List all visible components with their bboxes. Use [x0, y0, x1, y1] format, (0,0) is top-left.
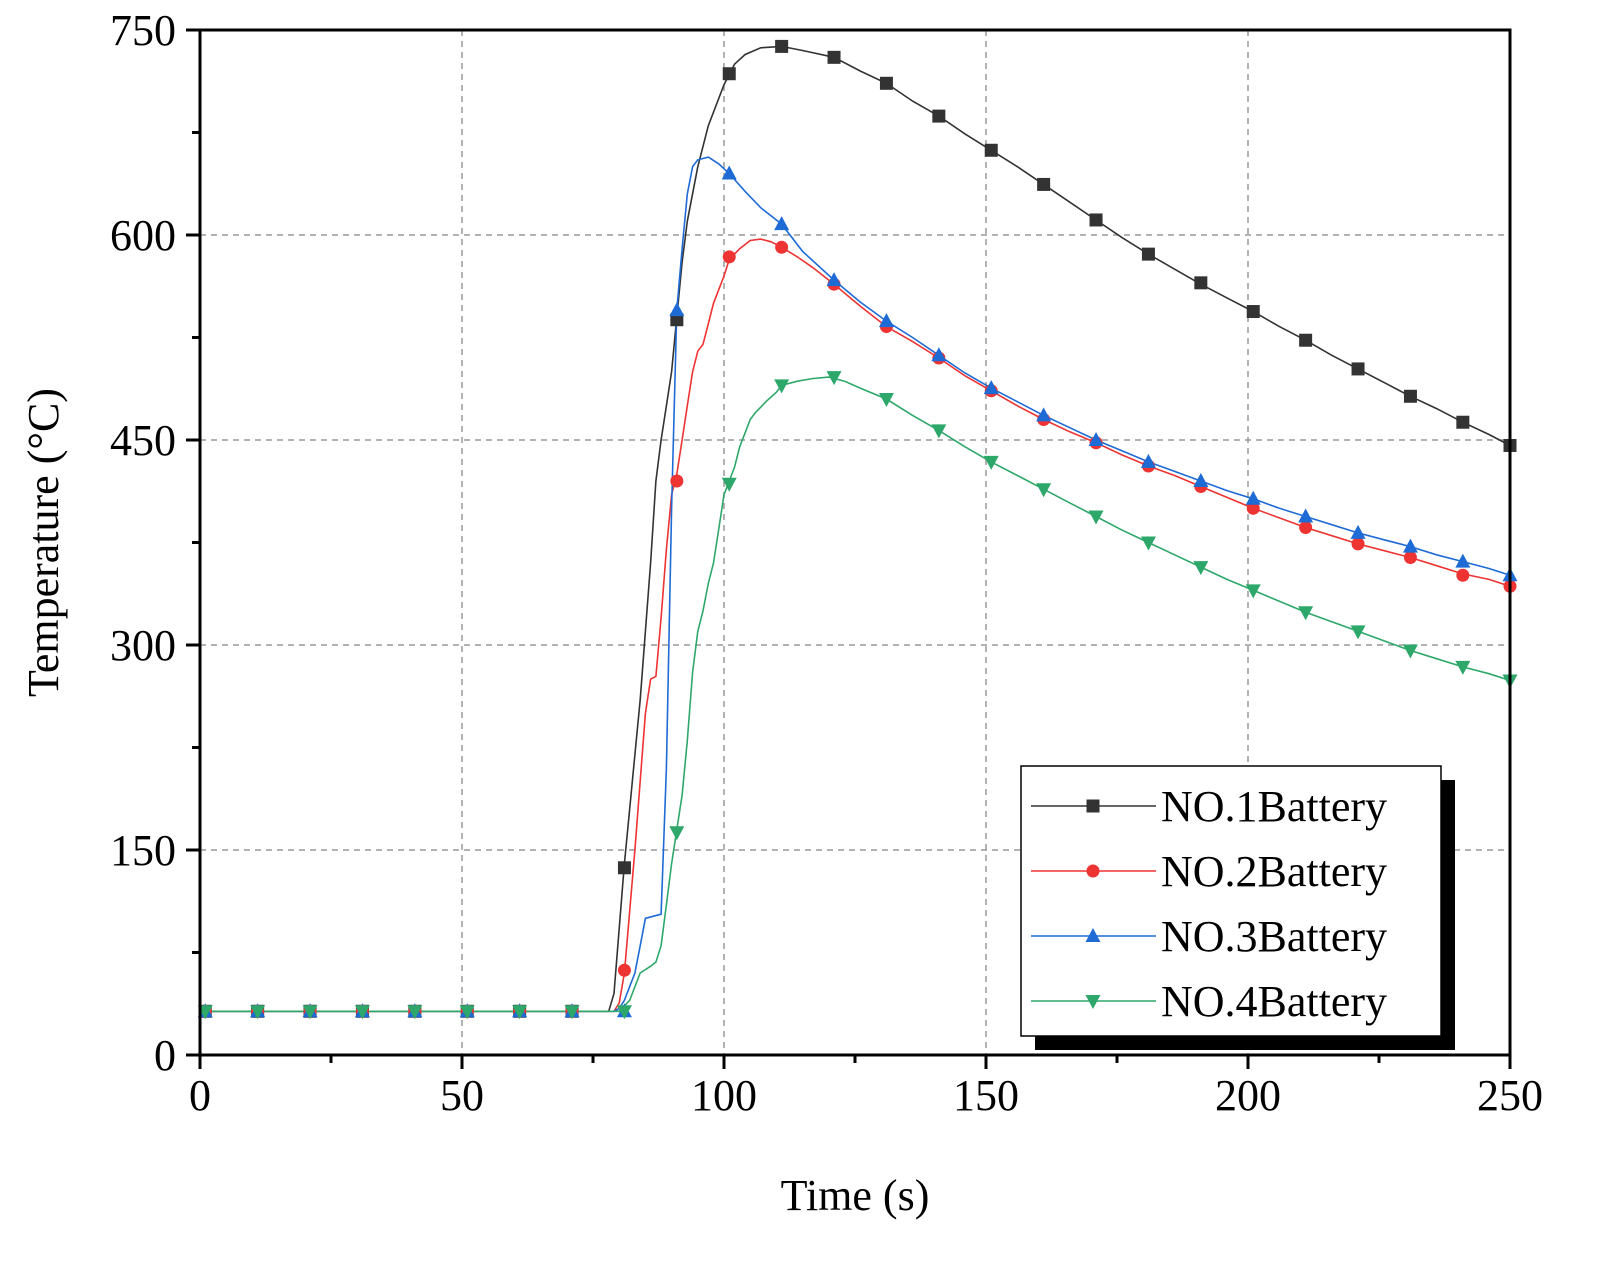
series-markers: [197, 39, 1518, 1020]
y-tick-label: 450: [110, 416, 176, 465]
data-point-series-3: [1088, 432, 1104, 446]
data-point-series-2: [1456, 568, 1470, 582]
data-point-series-1: [1351, 362, 1365, 376]
data-point-series-4: [1455, 660, 1471, 675]
y-tick-label: 0: [154, 1031, 176, 1080]
legend-label-2: NO.2Battery: [1161, 847, 1387, 896]
legend-marker-3: [1085, 928, 1101, 942]
legend-marker-4: [1085, 995, 1101, 1009]
data-point-series-4: [564, 1005, 580, 1020]
x-tick-label: 250: [1477, 1071, 1543, 1120]
data-point-series-2: [1351, 537, 1365, 551]
series-line-2: [200, 238, 1511, 1013]
y-tick-label: 750: [110, 6, 176, 55]
data-point-series-1: [670, 313, 684, 327]
data-point-series-3: [983, 380, 999, 395]
legend-label-3: NO.3Battery: [1161, 912, 1387, 961]
data-point-series-3: [1193, 473, 1209, 487]
data-point-series-4: [250, 1005, 266, 1020]
legend: NO.1Battery NO.2Battery NO.3Battery NO.4Bat…: [1020, 765, 1455, 1050]
data-point-series-1: [617, 861, 631, 875]
y-tick-label: 300: [110, 621, 176, 670]
data-point-series-3: [931, 347, 947, 362]
data-point-series-4: [1298, 606, 1314, 621]
data-point-series-2: [1246, 501, 1260, 515]
x-tick-label: 100: [691, 1071, 757, 1120]
data-point-series-1: [984, 143, 998, 157]
data-point-series-4: [721, 477, 737, 492]
data-point-series-2: [722, 250, 736, 264]
data-point-series-3: [1350, 524, 1366, 539]
data-point-series-3: [669, 302, 685, 317]
data-point-series-4: [878, 393, 894, 407]
data-point-series-4: [774, 379, 790, 394]
data-point-series-4: [512, 1005, 528, 1020]
data-point-series-4: [1245, 584, 1261, 599]
legend-marker-2: [1086, 864, 1100, 878]
data-point-series-3: [1402, 538, 1418, 553]
data-point-series-1: [1194, 276, 1208, 290]
data-point-series-3: [1455, 553, 1471, 568]
data-point-series-4: [1088, 510, 1104, 525]
y-tick-label: 600: [110, 211, 176, 260]
data-point-series-4: [302, 1005, 318, 1020]
legend-marker-1: [1086, 799, 1100, 813]
data-point-series-4: [669, 826, 685, 841]
data-point-series-4: [1036, 483, 1052, 498]
data-point-series-4: [1140, 536, 1156, 551]
data-point-series-3: [1036, 407, 1052, 422]
data-point-series-4: [1402, 644, 1418, 659]
data-point-series-1: [1456, 415, 1470, 429]
data-point-series-1: [1089, 213, 1103, 227]
data-point-series-4: [407, 1005, 423, 1020]
y-axis-title: Temperature (°C): [19, 388, 68, 697]
data-point-series-4: [616, 1005, 632, 1020]
data-point-series-3: [1140, 453, 1156, 468]
x-tick-labels: 0 50 100 150 200 250: [189, 1071, 1543, 1120]
series-line-4: [200, 376, 1511, 1013]
data-point-series-4: [826, 371, 842, 386]
data-point-series-3: [1298, 508, 1314, 523]
legend-label-4: NO.4Battery: [1161, 977, 1387, 1026]
data-point-series-1: [1403, 389, 1417, 403]
data-point-series-1: [1246, 305, 1260, 319]
data-point-series-1: [1299, 333, 1313, 347]
data-point-series-2: [1299, 520, 1313, 534]
data-point-series-4: [354, 1005, 370, 1020]
axis-ticks: [186, 28, 1512, 1069]
x-tick-label: 50: [440, 1071, 484, 1120]
y-tick-label: 150: [110, 826, 176, 875]
data-point-series-1: [775, 39, 789, 53]
data-point-series-2: [670, 474, 684, 488]
data-point-series-3: [826, 272, 842, 287]
x-tick-label: 0: [189, 1071, 211, 1120]
data-point-series-2: [775, 240, 789, 254]
data-point-series-3: [1245, 490, 1261, 505]
legend-label-1: NO.1Battery: [1161, 782, 1387, 831]
data-point-series-3: [774, 216, 790, 231]
data-point-series-4: [459, 1005, 475, 1020]
data-point-series-3: [878, 313, 894, 328]
x-axis-title: Time (s): [781, 1171, 930, 1220]
x-tick-label: 200: [1215, 1071, 1281, 1120]
data-point-series-1: [827, 50, 841, 64]
x-tick-label: 150: [953, 1071, 1019, 1120]
data-point-series-4: [1350, 625, 1366, 640]
data-point-series-4: [1193, 561, 1209, 576]
data-point-series-2: [617, 963, 631, 977]
data-point-series-1: [1141, 247, 1155, 261]
data-point-series-1: [879, 76, 893, 90]
data-point-series-2: [1403, 551, 1417, 565]
data-point-series-1: [722, 67, 736, 81]
data-point-series-3: [721, 165, 737, 180]
data-point-series-4: [931, 424, 947, 439]
y-tick-labels: 0 150 300 450 600 750: [110, 6, 176, 1080]
data-point-series-1: [1037, 177, 1051, 191]
data-point-series-1: [932, 109, 946, 123]
data-point-series-4: [983, 455, 999, 470]
